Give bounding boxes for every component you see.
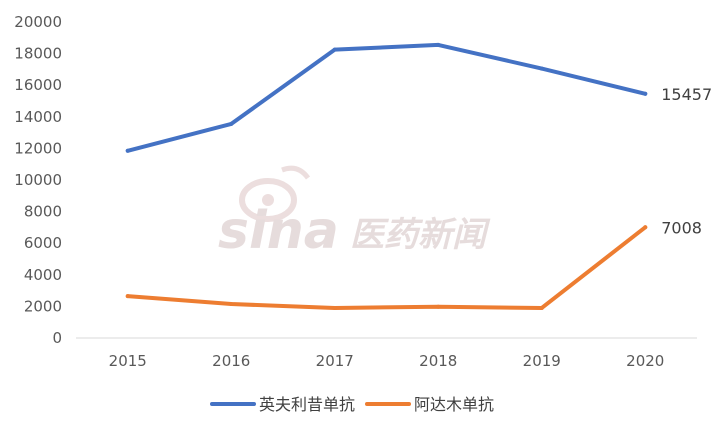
data-point xyxy=(229,121,234,126)
x-axis-tick-labels: 2015 2016 2017 2018 2019 2020 xyxy=(109,352,665,370)
series-layer xyxy=(125,42,648,310)
y-axis-tick-labels: 0 2000 4000 6000 8000 10000 12000 14000 16000 180… xyxy=(14,13,62,347)
legend-label-1: 英夫利昔单抗 xyxy=(259,395,355,414)
y-tick-label: 12000 xyxy=(14,139,62,157)
y-tick-label: 8000 xyxy=(24,203,62,221)
watermark-tagline: 医药新闻 xyxy=(350,215,491,255)
data-point xyxy=(229,302,234,307)
series-line-1 xyxy=(125,42,648,153)
data-point xyxy=(539,66,544,71)
data-point xyxy=(643,225,648,230)
y-tick-label: 14000 xyxy=(14,108,62,126)
watermark-brand: sina xyxy=(218,201,339,261)
sina-eye-logo xyxy=(239,165,311,222)
data-labels: 15457 7008 xyxy=(661,85,712,237)
x-tick-label: 2020 xyxy=(626,352,664,370)
y-tick-label: 2000 xyxy=(24,297,62,315)
y-tick-label: 0 xyxy=(52,329,62,347)
data-point xyxy=(125,294,130,299)
data-point xyxy=(539,305,544,310)
watermark: sina 医药新闻 xyxy=(218,165,491,261)
data-label-2: 7008 xyxy=(661,218,702,237)
data-point xyxy=(643,91,648,96)
data-point xyxy=(332,47,337,52)
legend-label-2: 阿达木单抗 xyxy=(414,395,494,414)
x-tick-label: 2017 xyxy=(316,352,354,370)
data-label-1: 15457 xyxy=(661,85,712,104)
data-point xyxy=(332,305,337,310)
y-tick-label: 16000 xyxy=(14,76,62,94)
y-tick-label: 18000 xyxy=(14,45,62,63)
y-tick-label: 10000 xyxy=(14,171,62,189)
x-tick-label: 2016 xyxy=(212,352,250,370)
legend: 英夫利昔单抗 阿达木单抗 xyxy=(210,395,494,414)
y-tick-label: 20000 xyxy=(14,13,62,31)
y-tick-label: 4000 xyxy=(24,266,62,284)
data-point xyxy=(436,304,441,309)
data-point xyxy=(436,42,441,47)
x-tick-label: 2019 xyxy=(523,352,561,370)
x-tick-label: 2018 xyxy=(419,352,457,370)
data-point xyxy=(125,148,130,153)
x-tick-label: 2015 xyxy=(109,352,147,370)
series-line-2 xyxy=(125,225,648,310)
y-tick-label: 6000 xyxy=(24,234,62,252)
